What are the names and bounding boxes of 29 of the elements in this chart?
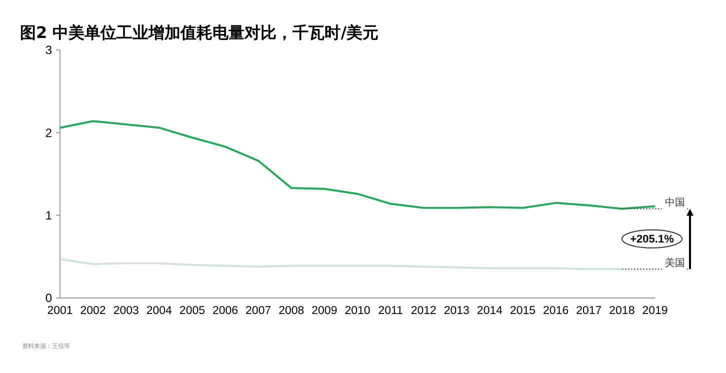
y-tick-label: 3 <box>45 43 52 58</box>
annotation: +205.1% <box>630 234 674 246</box>
x-tick-label: 2002 <box>80 305 106 317</box>
x-tick-label: 2017 <box>576 305 602 317</box>
x-tick-label: 2004 <box>146 305 173 317</box>
line-series <box>59 258 623 270</box>
text: 美国 <box>665 257 685 270</box>
x-tick-label: 2008 <box>278 305 304 317</box>
x-tick-label: 2016 <box>543 305 569 317</box>
x-tick-label: 2019 <box>642 305 668 317</box>
x-tick-label: 2003 <box>113 305 139 317</box>
y-tick-label: 1 <box>45 208 52 223</box>
x-tick-label: 2014 <box>476 305 504 317</box>
x-tick-label: 2018 <box>609 305 635 317</box>
x-tick-label: 2009 <box>312 305 338 317</box>
x-tick-label: 2011 <box>378 305 403 317</box>
x-tick-label: 2007 <box>246 305 272 317</box>
x-tick-label: 2006 <box>212 305 238 317</box>
x-tick-label: 2012 <box>410 305 436 317</box>
y-tick-label: 0 <box>45 291 52 306</box>
x-tick-label: 2015 <box>510 305 536 317</box>
x-tick-label: 2005 <box>179 305 206 317</box>
chart-title: 图2 中美单位工业增加值耗电量对比，千瓦时/美元 <box>20 23 379 42</box>
y-tick-label: 2 <box>45 126 52 140</box>
x-tick-label: 2013 <box>444 305 470 317</box>
x-tick-label: 2001 <box>47 305 73 317</box>
line-series <box>59 120 656 210</box>
series-label: 中国 <box>665 196 685 209</box>
x-tick-label: 2010 <box>344 305 370 317</box>
